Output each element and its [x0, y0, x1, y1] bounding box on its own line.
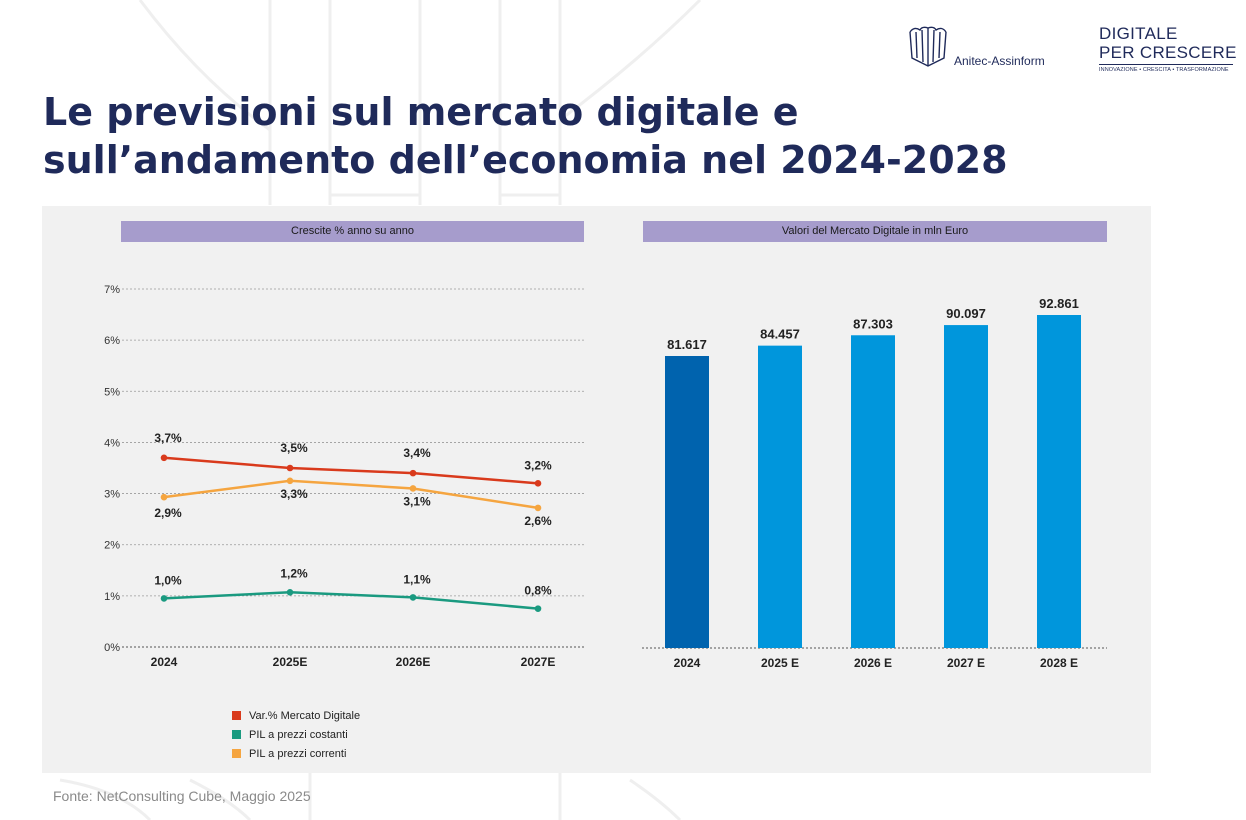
data-label: 3,7%	[154, 431, 182, 445]
data-label: 2,9%	[154, 506, 182, 520]
anitec-assinform-logo: Anitec-Assinform	[906, 24, 1066, 74]
data-label: 3,3%	[280, 487, 308, 501]
x-tick-label: 2025E	[273, 655, 308, 669]
x-tick-label: 2024	[151, 655, 178, 669]
data-point	[160, 454, 168, 462]
dpc-logo-line2: PER CRESCERE	[1099, 43, 1237, 62]
data-point	[534, 480, 542, 487]
legend-item-pil-correnti: PIL a prezzi correnti	[232, 744, 360, 763]
line-chart-title: Crescite % anno su anno	[121, 221, 584, 242]
bar-value-label: 81.617	[667, 337, 707, 352]
x-tick-label: 2026E	[396, 655, 431, 669]
data-label: 1,1%	[403, 572, 431, 586]
charts-panel: Crescite % anno su anno Valori del Merca…	[42, 206, 1151, 773]
bar-chart-title: Valori del Mercato Digitale in mln Euro	[643, 221, 1107, 242]
data-label: 1,2%	[280, 566, 308, 580]
series-line	[163, 591, 539, 610]
data-label: 3,1%	[403, 494, 431, 508]
data-point	[534, 605, 542, 612]
y-tick-label: 2%	[104, 540, 120, 552]
page-title-line2: sull’andamento dell’economia nel 2024-20…	[43, 138, 1008, 182]
y-tick-label: 4%	[104, 437, 120, 449]
y-tick-label: 7%	[104, 284, 120, 296]
y-tick-label: 3%	[104, 489, 120, 501]
anitec-logo-text: Anitec-Assinform	[954, 54, 1045, 68]
growth-line-chart: 0% 1% 2% 3% 4% 5% 6% 7% 2024 2025E 2026E 2027E 3,7% 3…	[104, 284, 584, 669]
data-point	[409, 594, 417, 601]
legend-label-pil-correnti: PIL a prezzi correnti	[249, 747, 347, 760]
legend-swatch-mercato	[232, 711, 241, 720]
digitale-per-crescere-logo: DIGITALE PER CRESCERE INNOVAZIONE • CRES…	[1099, 24, 1239, 84]
data-point	[409, 485, 417, 492]
data-point	[534, 504, 542, 512]
y-tick-label: 6%	[104, 335, 120, 347]
bar	[758, 345, 802, 648]
data-point	[286, 464, 294, 472]
bar-category-label: 2025 E	[761, 656, 799, 670]
dpc-logo-line1: DIGITALE	[1099, 24, 1178, 43]
y-tick-label: 0%	[104, 642, 120, 654]
data-label: 1,0%	[154, 573, 182, 587]
data-label: 2,6%	[524, 514, 552, 528]
anitec-eagle-icon	[909, 26, 947, 67]
bar	[944, 325, 988, 648]
data-label: 3,2%	[524, 458, 552, 472]
bar-value-label: 90.097	[946, 306, 986, 321]
page-title-line1: Le previsioni sul mercato digitale e	[43, 90, 799, 134]
data-label: 3,4%	[403, 446, 431, 460]
series-line	[163, 479, 539, 510]
market-bar-chart: 81.617 2024 84.457 2025 E 87.303 2026 E 90.097…	[642, 296, 1107, 670]
bar-value-label: 84.457	[760, 327, 800, 342]
bar	[1037, 315, 1081, 648]
source-note: Fonte: NetConsulting Cube, Maggio 2025	[53, 788, 311, 804]
bar-category-label: 2028 E	[1040, 656, 1078, 670]
bar-category-label: 2026 E	[854, 656, 892, 670]
legend-label-mercato: Var.% Mercato Digitale	[249, 709, 361, 722]
legend-item-pil-costanti: PIL a prezzi costanti	[232, 725, 360, 744]
y-tick-label: 5%	[104, 386, 120, 398]
legend-swatch-pil-correnti	[232, 749, 241, 758]
legend-item-mercato: Var.% Mercato Digitale	[232, 706, 360, 725]
bar	[851, 335, 895, 648]
bar-value-label: 87.303	[853, 316, 893, 331]
data-point	[286, 477, 294, 485]
series-line	[163, 456, 539, 485]
data-label: 3,5%	[280, 441, 308, 455]
bar-value-label: 92.861	[1039, 296, 1079, 311]
data-point	[160, 595, 168, 602]
data-point	[409, 469, 417, 477]
bar	[665, 356, 709, 648]
y-tick-label: 1%	[104, 591, 120, 603]
data-label: 0,8%	[524, 584, 552, 598]
x-tick-label: 2027E	[521, 655, 556, 669]
legend-label-pil-costanti: PIL a prezzi costanti	[249, 728, 348, 741]
line-chart-legend: Var.% Mercato Digitale PIL a prezzi cost…	[232, 706, 360, 763]
data-point	[160, 493, 168, 501]
bar-category-label: 2027 E	[947, 656, 985, 670]
page-title: Le previsioni sul mercato digitale e sul…	[43, 88, 1143, 184]
legend-swatch-pil-costanti	[232, 730, 241, 739]
bar-category-label: 2024	[674, 656, 701, 670]
data-point	[286, 588, 294, 596]
dpc-logo-tagline: INNOVAZIONE • CRESCITA • TRASFORMAZIONE	[1099, 64, 1233, 74]
